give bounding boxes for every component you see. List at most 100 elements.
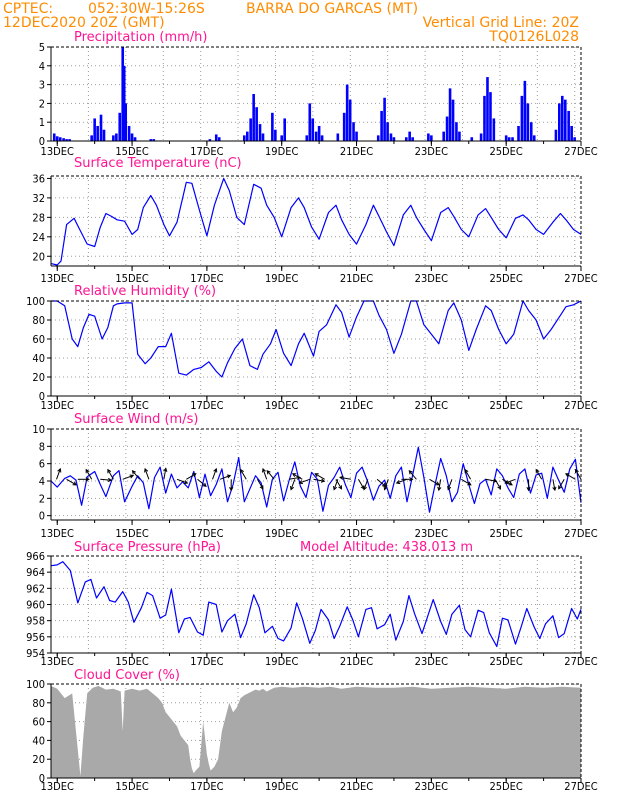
header-time: 12DEC2020 20Z (GMT) — [3, 15, 165, 31]
pressure-title: Surface Pressure (hPa) — [74, 540, 221, 555]
cloud-xtick-label: 21DEC — [340, 780, 373, 793]
header-code: TQ0126L028 — [488, 29, 579, 45]
wind-arrow-head — [363, 486, 367, 491]
wind-arrow-shaft — [212, 468, 217, 480]
temp-ytick-label: 36 — [32, 172, 45, 185]
precip-bar — [348, 99, 352, 141]
wind-xtick-label: 23DEC — [415, 527, 448, 540]
wind-arrow — [290, 479, 296, 491]
wind-arrow-head — [339, 475, 344, 480]
wind-xtick-label: 17DEC — [190, 527, 223, 540]
precip-bar — [355, 131, 358, 141]
wind-arrow-shaft — [290, 479, 296, 490]
wind-arrow-head — [467, 481, 472, 486]
wind-arrow — [383, 479, 389, 491]
precip-bar — [62, 138, 65, 141]
wind-arrow-head — [535, 468, 540, 474]
wind-arrow — [122, 474, 135, 480]
wind-arrow — [408, 469, 417, 480]
wind-arrow-shaft — [447, 479, 453, 490]
wind-arrow-head — [259, 485, 264, 490]
wind-arrow-head — [497, 485, 502, 490]
wind-arrow-shaft — [357, 479, 365, 490]
pressure-xtick-label: 19DEC — [265, 655, 298, 668]
pressure-ytick-label: 958 — [26, 615, 45, 628]
precip-ytick-label: 4 — [39, 60, 45, 73]
precip-bar — [442, 131, 446, 141]
wind-arrow-shaft — [552, 479, 556, 491]
precip-bar — [99, 114, 103, 141]
pressure-ytick-label: 956 — [26, 631, 45, 644]
precip-bar — [261, 133, 265, 141]
wind-arrow — [558, 479, 565, 490]
precip-bar — [376, 135, 380, 141]
precip-bar — [451, 99, 455, 141]
precip-bar — [255, 107, 258, 141]
wind-arrow-head — [333, 486, 338, 491]
humidity-panel: 0 20 40 60 80 100 13DEC 15DEC 17DEC 19DEC 21DEC 23D… — [26, 295, 598, 412]
wind-arrow — [298, 478, 310, 485]
pressure-ytick-label: 962 — [26, 582, 45, 595]
cloud-ytick-label: 60 — [32, 716, 45, 729]
wind-arrow — [229, 479, 234, 492]
humidity-xtick-label: 19DEC — [265, 399, 298, 412]
precip-bar — [317, 125, 321, 141]
precip-bar — [567, 110, 570, 141]
precip-bar — [492, 118, 496, 141]
cloud-title: Cloud Cover (%) — [74, 668, 180, 683]
wind-arrow-head — [262, 467, 266, 473]
precip-bar — [529, 122, 533, 141]
precip-xtick-label: 19DEC — [265, 145, 298, 158]
wind-arrow-head — [107, 468, 112, 474]
wind-arrow-shaft — [485, 478, 497, 482]
wind-arrow-head — [290, 486, 295, 491]
precip-bar — [554, 129, 558, 141]
wind-arrow-shaft — [176, 478, 188, 484]
pressure-xtick-label: 25DEC — [489, 655, 522, 668]
precip-bar — [455, 122, 458, 141]
pressure-ytick-label: 960 — [26, 599, 45, 612]
wind-xtick-label: 15DEC — [115, 527, 148, 540]
temp-xtick-label: 25DEC — [489, 272, 522, 285]
wind-arrow-shaft — [464, 469, 472, 480]
humidity-ytick-label: 0 — [39, 390, 45, 403]
precip-bar — [311, 118, 315, 141]
precip-bar — [558, 103, 561, 141]
wind-arrow — [176, 478, 189, 485]
precip-bar — [208, 139, 212, 141]
humidity-xtick-label: 15DEC — [115, 399, 148, 412]
pressure-xtick-label: 27DEC — [564, 655, 597, 668]
precip-bar — [121, 47, 125, 141]
wind-arrow — [526, 479, 531, 492]
humidity-xtick-label: 17DEC — [190, 399, 223, 412]
wind-arrow-head — [57, 467, 62, 473]
precip-bar — [573, 137, 576, 141]
wind-arrow — [262, 467, 268, 480]
wind-arrow-shaft — [565, 473, 576, 480]
wind-arrow — [219, 474, 232, 480]
wind-arrow-shaft — [186, 473, 197, 480]
wind-xtick-label: 25DEC — [489, 527, 522, 540]
cloud-ytick-label: 100 — [26, 678, 45, 691]
precip-bar — [152, 139, 156, 141]
pressure-ytick-label: 966 — [26, 550, 45, 563]
humidity-ytick-label: 60 — [32, 333, 45, 346]
wind-arrow-head — [437, 486, 442, 492]
precip-bar — [563, 99, 567, 141]
precip-bar — [283, 118, 287, 141]
precip-ytick-label: 5 — [39, 41, 45, 54]
wind-arrow-head — [508, 481, 513, 486]
precip-bar — [249, 118, 252, 141]
precip-bar — [55, 136, 59, 141]
temp-ytick-label: 28 — [32, 211, 45, 224]
precip-bar — [118, 112, 122, 141]
wind-arrow-shaft — [299, 478, 310, 484]
wind-arrow — [333, 479, 339, 491]
humidity-xtick-label: 13DEC — [41, 399, 74, 412]
wind-arrow-head — [85, 468, 90, 474]
temp-panel: 20 24 28 32 36 13DEC 15DEC 17DEC 19DEC 21DEC 23DEC… — [32, 172, 597, 285]
wind-arrow-head — [435, 481, 440, 486]
precip-bar — [96, 125, 99, 141]
wind-arrow-shaft — [429, 478, 440, 486]
